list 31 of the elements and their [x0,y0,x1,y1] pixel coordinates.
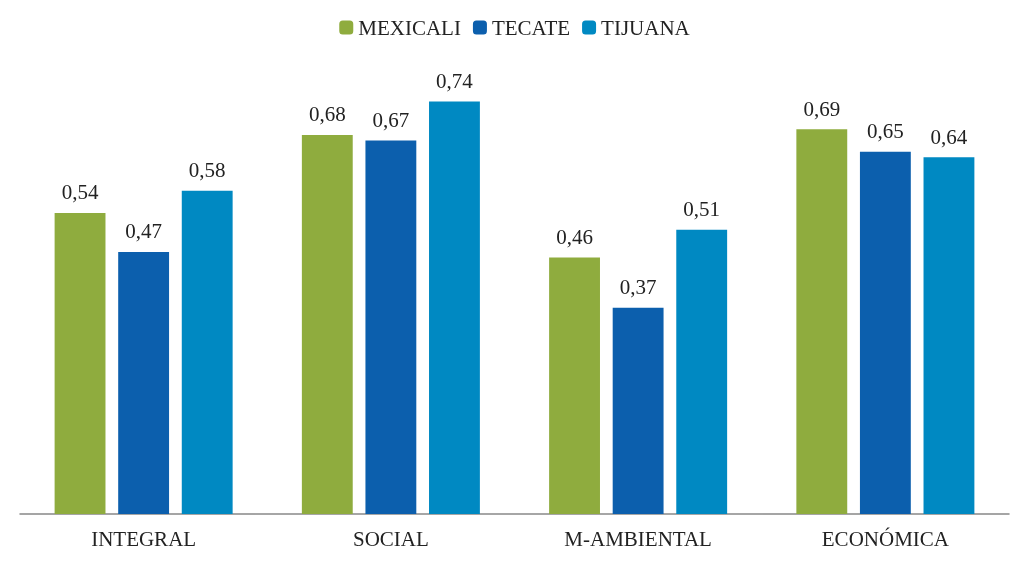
x-tick-label: ECONÓMICA [821,526,950,551]
data-label: 0,65 [867,119,904,144]
legend-label: MEXICALI [358,15,461,40]
bar [676,229,728,514]
data-label: 0,67 [372,107,410,132]
data-label: 0,47 [125,219,162,244]
legend-label: TECATE [491,15,571,40]
legend-label: TIJUANA [601,15,691,40]
bar [54,212,106,514]
data-label: 0,68 [308,102,346,127]
bar [859,151,911,514]
bar [549,257,600,514]
x-tick-label: INTEGRAL [91,526,197,551]
bar [365,140,417,514]
bar [796,129,848,514]
data-label: 0,58 [188,158,226,183]
data-label: 0,37 [619,275,657,300]
data-label: 0,46 [556,225,593,250]
data-label: 0,54 [61,180,99,205]
data-label: 0,64 [930,124,968,149]
data-label: 0,74 [436,68,474,93]
bar [612,307,664,514]
x-tick-label: M-AMBIENTAL [564,526,712,551]
x-tick-label: SOCIAL [352,526,429,551]
data-label: 0,69 [803,96,841,121]
bar [181,190,233,514]
bar [429,101,480,514]
bar [118,251,170,514]
data-label: 0,51 [683,197,721,222]
bar [923,157,975,514]
bar [301,134,353,514]
